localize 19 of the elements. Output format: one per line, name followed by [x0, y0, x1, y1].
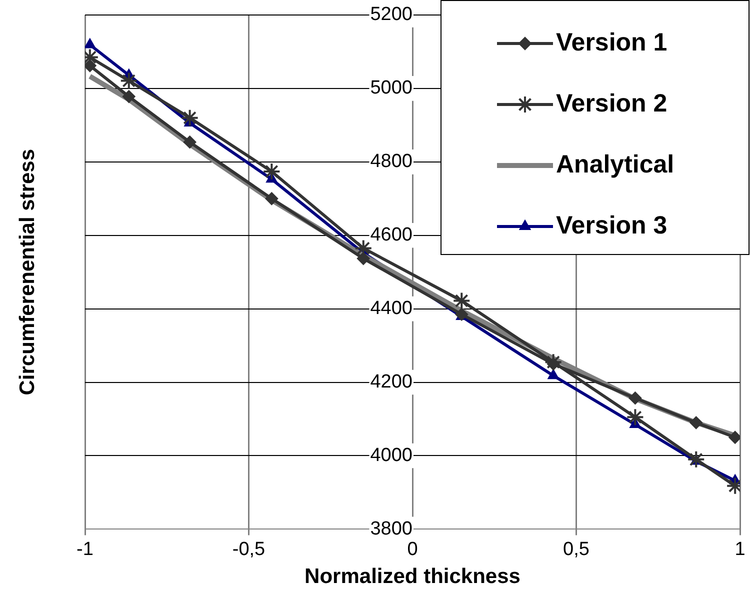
legend-label: Version 3: [556, 211, 668, 240]
y-tick-label: 4000: [370, 444, 412, 466]
y-axis-title: Circumferenential stress: [16, 148, 39, 396]
x-tick-label: 0: [407, 538, 418, 560]
y-tick-label: 4600: [370, 224, 412, 246]
legend-label: Version 2: [556, 89, 668, 118]
x-tick-label: 1: [734, 538, 746, 560]
x-tick-label: -0,5: [232, 538, 266, 560]
y-tick-label: 4200: [370, 372, 412, 393]
x-tick-label: 0,5: [563, 538, 590, 560]
y-tick-label: 3800: [370, 518, 412, 540]
y-tick-label: 5000: [370, 78, 412, 99]
y-tick-label: 5200: [370, 4, 412, 26]
legend-label: Version 1: [556, 28, 668, 56]
y-tick-label: 4800: [370, 151, 412, 172]
y-tick-label: 4400: [370, 298, 412, 320]
x-axis-title: Normalized thickness: [304, 564, 520, 588]
x-tick-label: -1: [76, 538, 94, 560]
legend-label: Analytical: [556, 150, 674, 178]
